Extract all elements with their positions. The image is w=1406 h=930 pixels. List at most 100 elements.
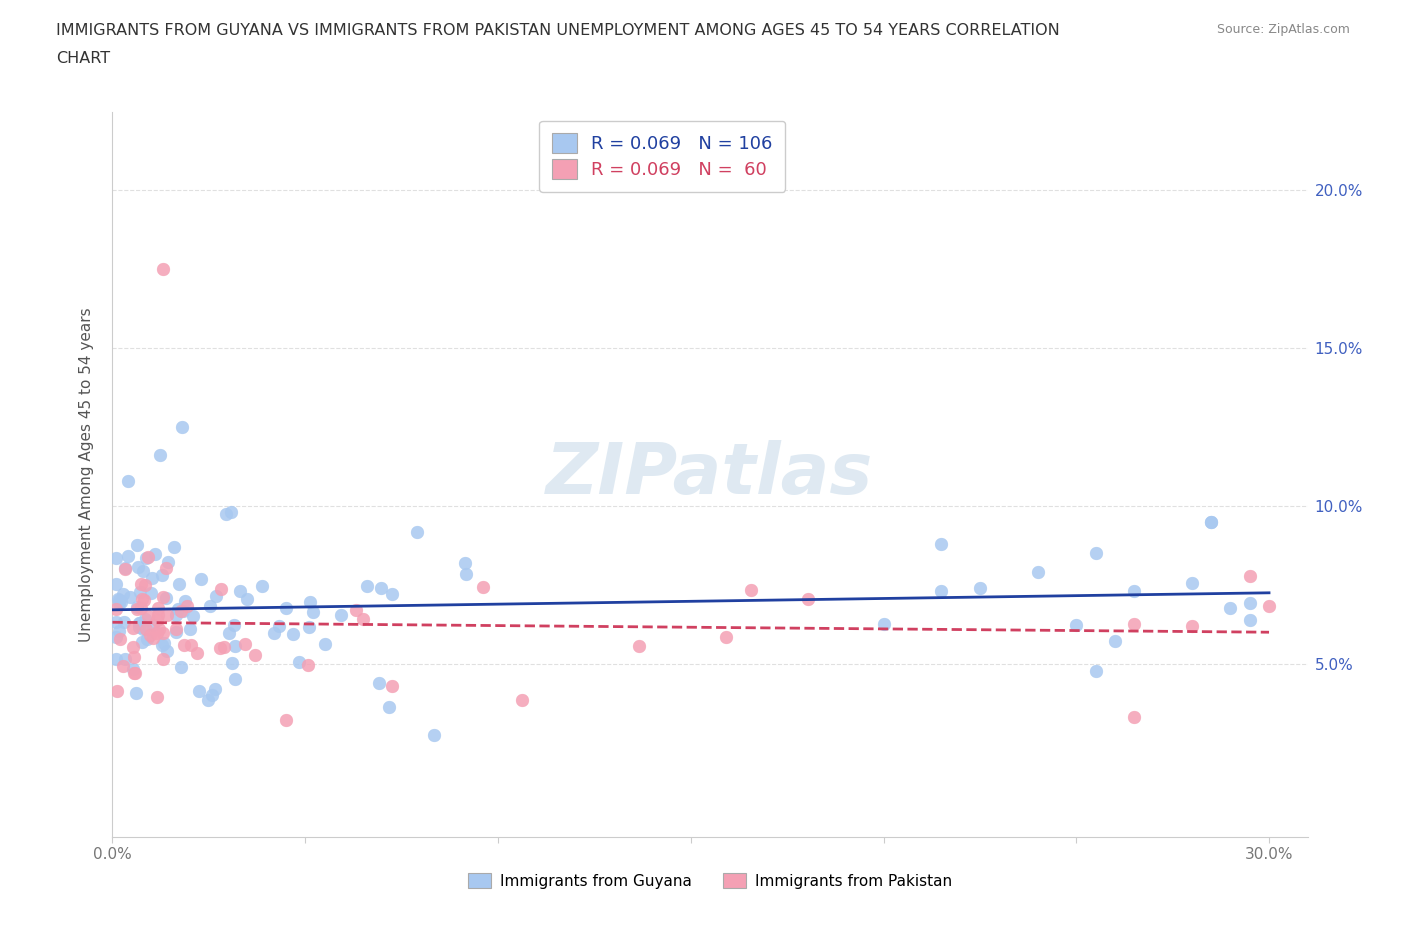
Point (796, 591, 818, 606)
Point (105, 652, 128, 667)
Point (263, 625, 285, 640)
Point (146, 626, 169, 641)
Point (472, 579, 495, 594)
Point (212, 640, 235, 655)
Point (146, 613, 169, 628)
Point (108, 592, 131, 607)
Point (378, 699, 401, 714)
Point (107, 684, 129, 698)
Point (114, 562, 136, 577)
Point (105, 629, 128, 644)
Point (1181, 618, 1204, 633)
Legend: Immigrants from Guyana, Immigrants from Pakistan: Immigrants from Guyana, Immigrants from … (463, 867, 957, 895)
Point (124, 665, 146, 680)
Point (406, 525, 429, 539)
Point (197, 693, 219, 708)
Point (1104, 633, 1126, 648)
Point (314, 636, 336, 651)
Point (135, 551, 157, 565)
Point (174, 593, 197, 608)
Point (152, 625, 174, 640)
Point (105, 615, 128, 630)
Point (152, 652, 174, 667)
Point (329, 608, 352, 623)
Point (141, 585, 163, 600)
Point (714, 630, 737, 644)
Point (105, 577, 128, 591)
Point (969, 581, 991, 596)
Point (367, 676, 389, 691)
Point (170, 604, 193, 618)
Point (1239, 569, 1261, 584)
Point (165, 607, 187, 622)
Point (1239, 613, 1261, 628)
Point (114, 560, 136, 575)
Point (131, 634, 153, 649)
Point (186, 645, 208, 660)
Point (1199, 514, 1222, 529)
Text: CHART: CHART (56, 51, 110, 66)
Point (152, 638, 174, 653)
Point (250, 578, 273, 593)
Point (108, 624, 131, 639)
Point (219, 505, 242, 520)
Point (105, 601, 128, 616)
Point (188, 684, 211, 698)
Point (1123, 617, 1146, 631)
Point (190, 572, 212, 587)
Point (236, 591, 259, 606)
Point (129, 585, 152, 600)
Point (156, 555, 179, 570)
Point (142, 631, 165, 645)
Point (1219, 601, 1241, 616)
Point (229, 583, 252, 598)
Point (134, 578, 156, 592)
Point (125, 538, 148, 552)
Point (1199, 514, 1222, 529)
Point (152, 262, 174, 277)
Point (163, 539, 186, 554)
Point (198, 599, 221, 614)
Point (370, 580, 392, 595)
Point (105, 551, 128, 565)
Point (454, 567, 477, 582)
Point (204, 682, 226, 697)
Point (128, 616, 150, 631)
Point (208, 641, 231, 656)
Point (298, 594, 321, 609)
Point (121, 640, 143, 655)
Point (167, 577, 190, 591)
Point (243, 648, 266, 663)
Point (288, 655, 311, 670)
Point (172, 604, 194, 618)
Point (131, 564, 153, 578)
Point (1084, 546, 1107, 561)
Point (170, 659, 193, 674)
Point (125, 685, 148, 700)
Point (136, 608, 159, 623)
Point (209, 582, 232, 597)
Point (931, 537, 953, 551)
Point (128, 615, 150, 630)
Point (155, 561, 177, 576)
Point (274, 601, 297, 616)
Point (931, 583, 953, 598)
Point (139, 628, 162, 643)
Point (1181, 575, 1204, 590)
Point (131, 591, 153, 606)
Point (129, 601, 152, 616)
Point (297, 658, 319, 673)
Point (218, 625, 240, 640)
Point (180, 637, 202, 652)
Point (125, 602, 148, 617)
Point (150, 568, 173, 583)
Point (176, 598, 198, 613)
Point (110, 594, 132, 609)
Point (108, 595, 131, 610)
Point (107, 592, 129, 607)
Point (173, 637, 195, 652)
Point (132, 621, 155, 636)
Point (143, 546, 166, 561)
Point (136, 631, 159, 646)
Point (117, 549, 139, 564)
